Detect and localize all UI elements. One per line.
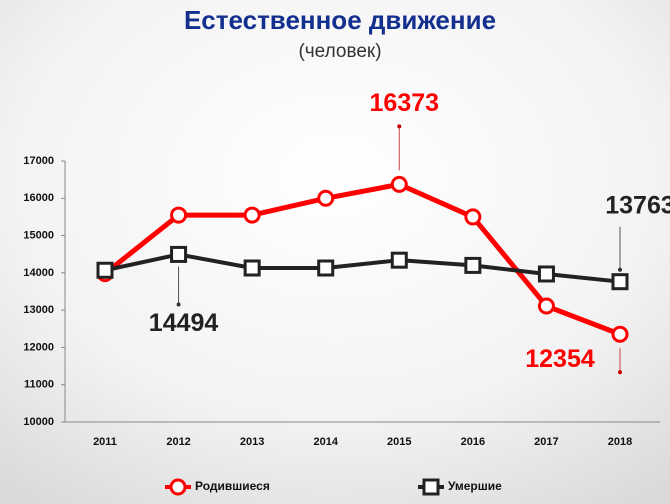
series-line — [103, 181, 621, 337]
point — [611, 325, 629, 343]
y-tick-label: 10000 — [23, 416, 54, 428]
point — [537, 265, 555, 283]
point — [170, 206, 188, 224]
y-tick-label: 14000 — [23, 267, 54, 279]
point — [243, 259, 261, 277]
data-label: 12354 — [525, 345, 595, 373]
point — [611, 273, 629, 291]
y-tick-label: 13000 — [23, 304, 54, 316]
point — [170, 245, 188, 263]
y-tick-label: 16000 — [23, 192, 54, 204]
x-tick-label: 2014 — [313, 436, 338, 448]
leader-dot — [618, 370, 622, 375]
x-tick-label: 2011 — [93, 436, 117, 448]
leader-dot — [176, 302, 181, 307]
data-label: 14494 — [149, 309, 219, 337]
point — [317, 189, 335, 207]
legend-label: Родившиеся — [195, 479, 270, 493]
chart-title: Естественное движение — [184, 5, 496, 35]
leader-dot — [397, 124, 402, 129]
point — [317, 259, 335, 277]
point — [464, 208, 482, 226]
chart-subtitle: (человек) — [298, 41, 381, 62]
point — [243, 206, 261, 224]
point — [390, 175, 408, 193]
data-label: 16373 — [370, 89, 440, 117]
x-tick-label: 2017 — [534, 436, 558, 448]
x-tick-label: 2013 — [240, 436, 264, 448]
legend-marker — [422, 478, 440, 496]
x-tick-label: 2016 — [461, 436, 485, 448]
y-tick-label: 15000 — [23, 229, 54, 241]
point — [537, 297, 555, 315]
point — [464, 256, 482, 274]
y-tick-label: 12000 — [23, 341, 54, 353]
data-label: 13763 — [605, 191, 670, 219]
x-tick-label: 2012 — [166, 436, 190, 448]
x-tick-label: 2018 — [608, 436, 632, 448]
leader-dot — [618, 267, 622, 272]
legend-label: Умершие — [448, 479, 502, 493]
x-tick-label: 2015 — [387, 436, 411, 448]
legend-marker — [169, 478, 187, 496]
point — [390, 251, 408, 269]
series-line — [104, 252, 621, 284]
y-tick-label: 17000 — [23, 155, 54, 167]
point — [96, 261, 114, 279]
y-tick-label: 11000 — [24, 379, 54, 391]
